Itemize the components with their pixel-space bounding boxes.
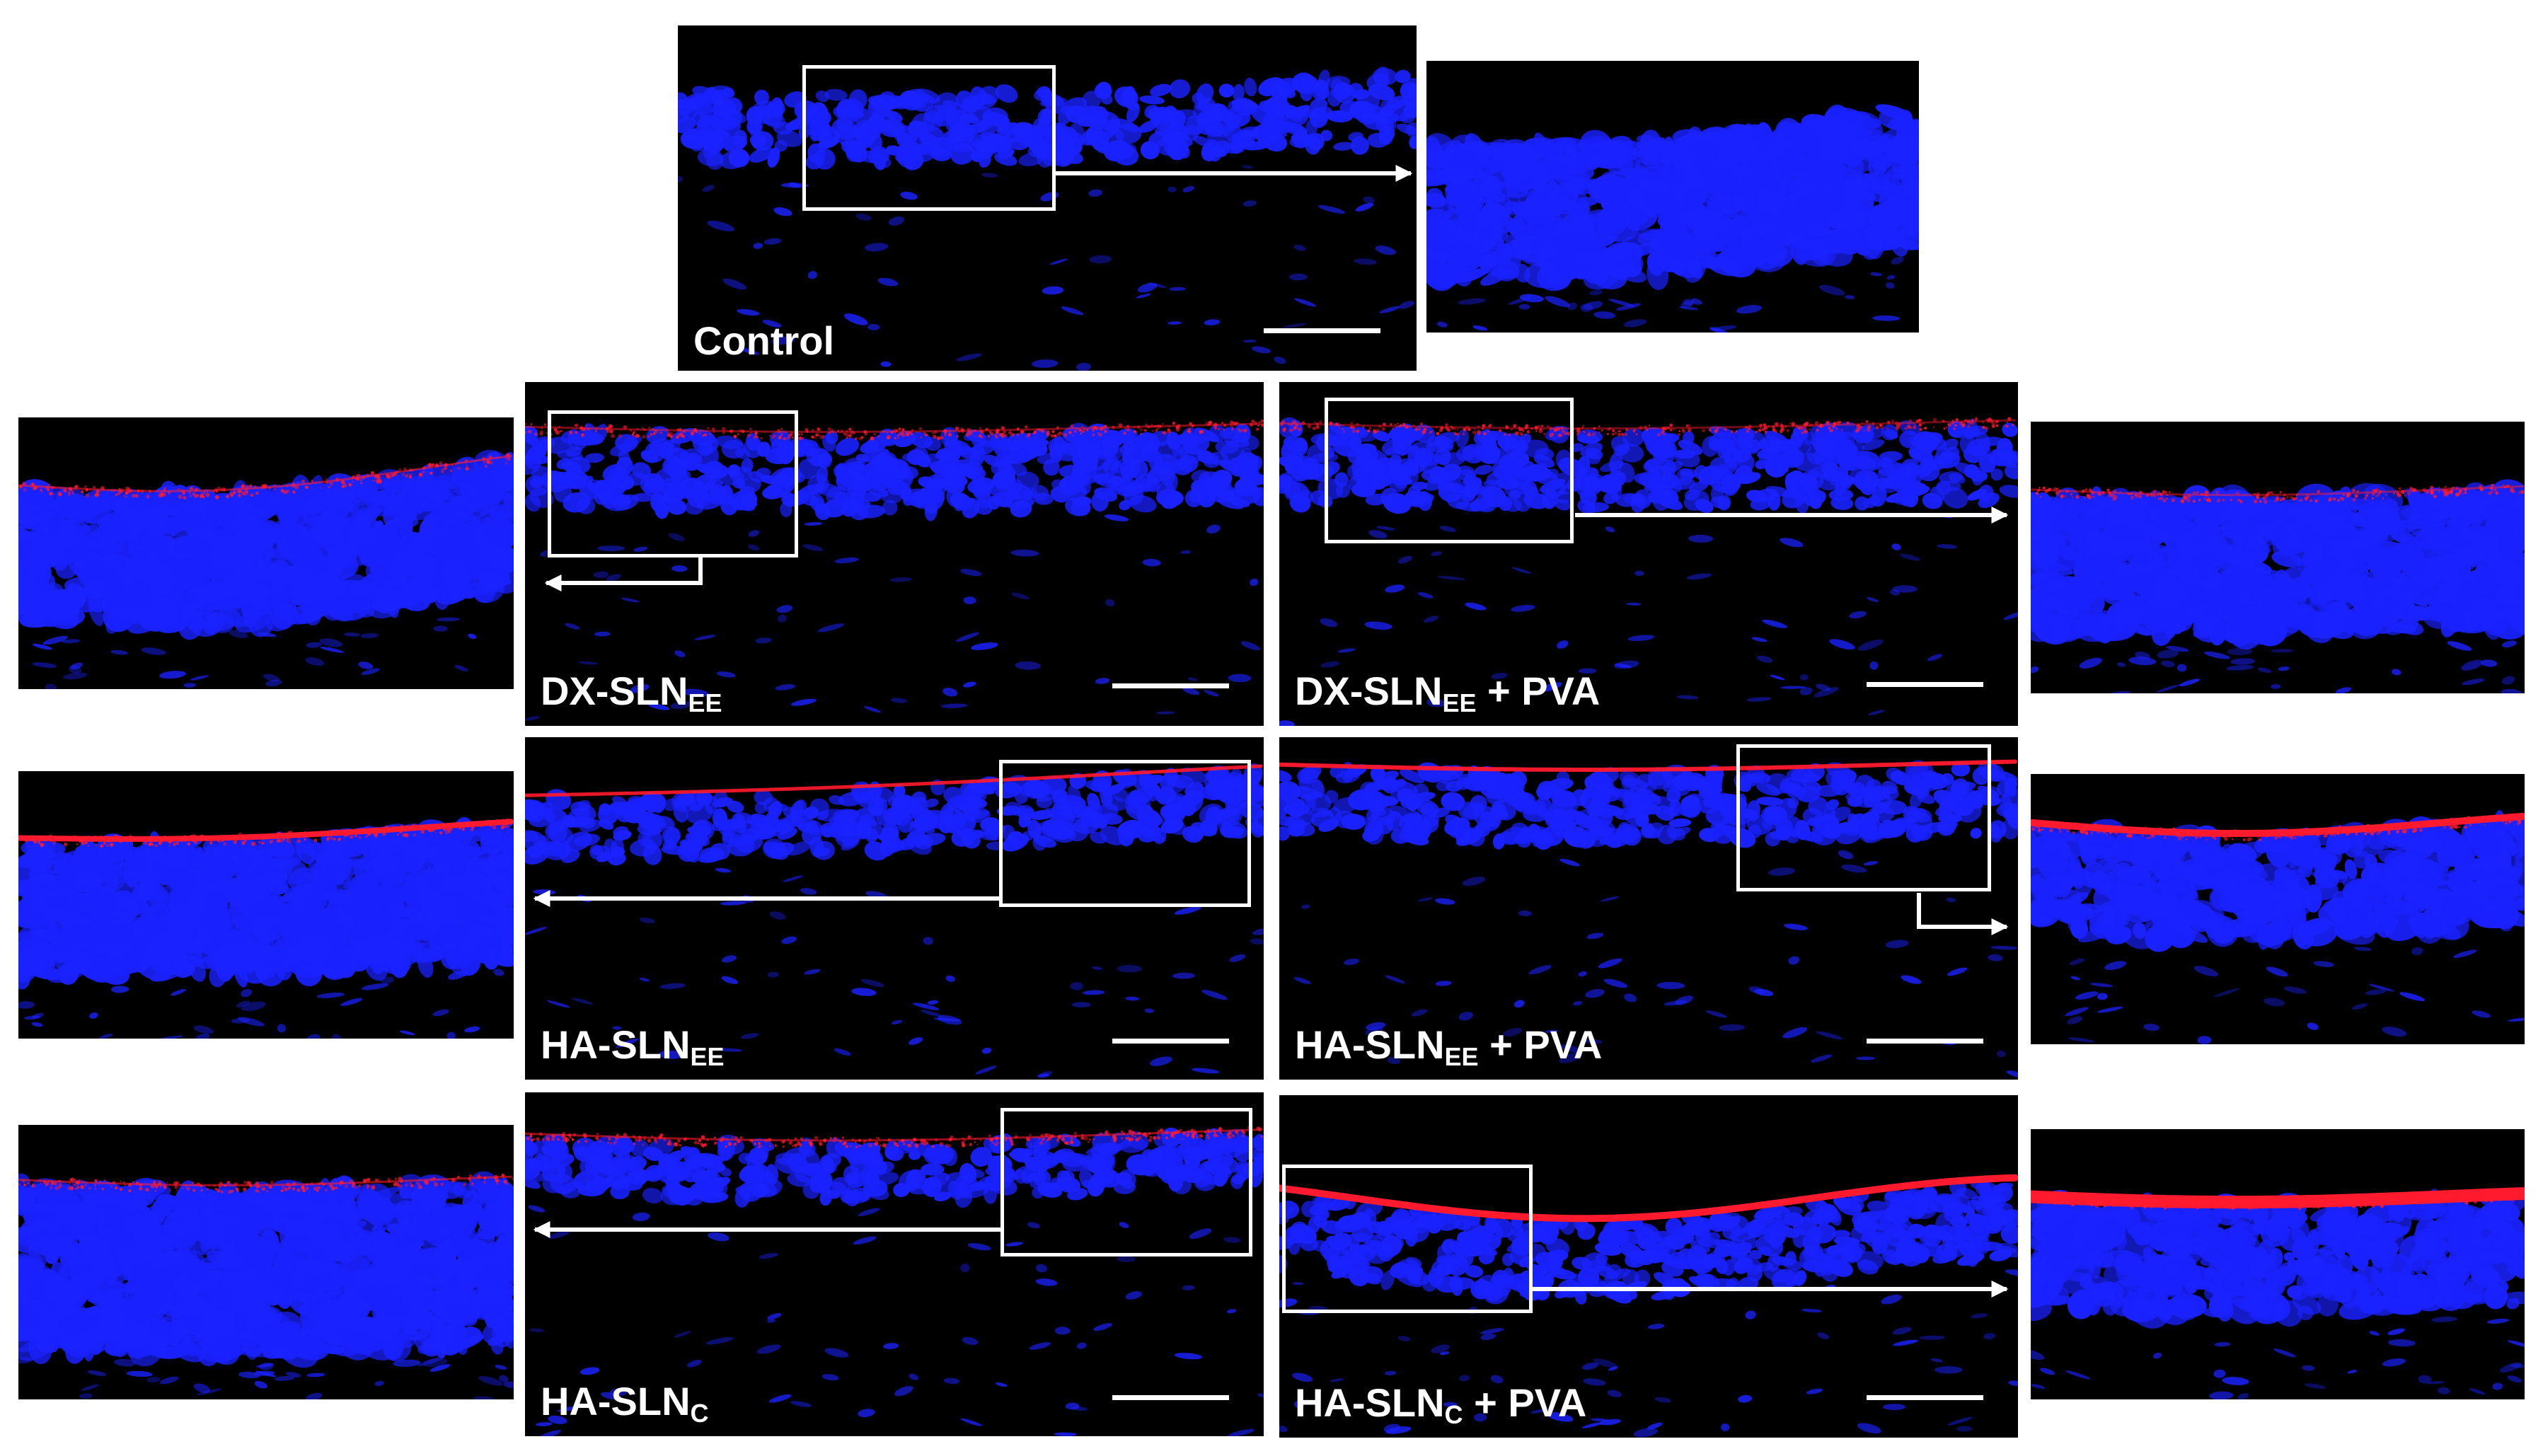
- zoom-region-box: [802, 65, 1056, 211]
- zoom-region-box: [1282, 1165, 1533, 1313]
- dx-sln-ee-zoom-image: [18, 449, 514, 689]
- ha-sln-c-zoom-image: [18, 1171, 514, 1399]
- zoom-region-box: [1325, 398, 1574, 543]
- dx-sln-ee-pva-micrograph: DX-SLNEE + PVA: [1279, 382, 2018, 726]
- control-zoom-image: [1426, 104, 1919, 333]
- scale-bar: [1867, 1395, 1983, 1400]
- dx-sln-ee-tissue-image: [525, 419, 1264, 721]
- zoom-region-box: [999, 760, 1251, 907]
- ha-sln-ee-micrograph: HA-SLNEE: [525, 737, 1264, 1080]
- panel-label-ha-sln-ee: HA-SLNEE: [541, 1022, 725, 1071]
- control-tissue-image: [678, 66, 1417, 371]
- dx-sln-ee-pva-zoom-image: [2031, 479, 2525, 693]
- dx-sln-ee-pva-zoom-inset: [2031, 422, 2525, 693]
- zoom-region-box: [548, 410, 798, 557]
- ha-sln-ee-pva-zoom-inset: [2031, 774, 2525, 1044]
- panel-label-dx-sln-ee: DX-SLNEE: [541, 669, 722, 717]
- panel-label-ha-sln-ee-pva: HA-SLNEE + PVA: [1295, 1022, 1603, 1071]
- scale-bar: [1264, 328, 1380, 333]
- ha-sln-c-pva-zoom-inset: [2031, 1129, 2525, 1399]
- ha-sln-ee-pva-tissue-image: [1279, 759, 2018, 1078]
- scale-bar: [1112, 683, 1229, 688]
- ha-sln-ee-tissue-image: [525, 763, 1264, 1078]
- ha-sln-ee-zoom-inset: [18, 771, 514, 1039]
- panel-label-control: Control: [693, 318, 835, 363]
- scale-bar: [1867, 1039, 1983, 1044]
- panel-label-ha-sln-c: HA-SLNC: [541, 1379, 709, 1428]
- ha-sln-c-pva-tissue-image: [1279, 1174, 2018, 1438]
- ha-sln-c-pva-micrograph: HA-SLNC + PVA: [1279, 1095, 2018, 1438]
- dx-sln-ee-zoom-inset: [18, 417, 514, 689]
- panel-label-ha-sln-c-pva: HA-SLNC + PVA: [1295, 1380, 1587, 1429]
- dx-sln-ee-micrograph: DX-SLNEE: [525, 382, 1264, 726]
- ha-sln-c-micrograph: HA-SLNC: [525, 1092, 1264, 1436]
- scale-bar: [1112, 1395, 1229, 1400]
- panel-label-dx-sln-ee-pva: DX-SLNEE + PVA: [1295, 669, 1601, 717]
- ha-sln-c-pva-zoom-image: [2031, 1187, 2525, 1399]
- ha-sln-c-zoom-inset: [18, 1125, 514, 1399]
- ha-sln-ee-pva-zoom-image: [2031, 810, 2525, 1044]
- ha-sln-ee-pva-micrograph: HA-SLNEE + PVA: [1279, 737, 2018, 1080]
- control-zoom-inset: [1426, 61, 1919, 333]
- scale-bar: [1112, 1039, 1229, 1044]
- control-micrograph: Control: [678, 25, 1417, 371]
- ha-sln-c-tissue-image: [525, 1126, 1264, 1436]
- zoom-region-box: [1001, 1108, 1252, 1256]
- zoom-region-box: [1736, 744, 1991, 891]
- scale-bar: [1867, 682, 1983, 687]
- ha-sln-ee-zoom-image: [18, 817, 514, 1039]
